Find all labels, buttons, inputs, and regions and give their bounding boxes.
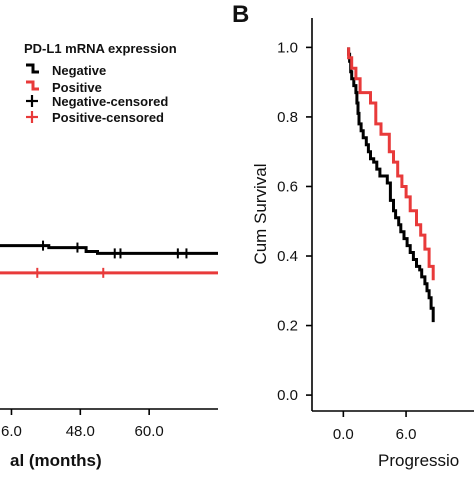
- panel-b-x-ticks: 0.0 6.0: [333, 411, 417, 443]
- legend-negative-censored-label: Negative-censored: [52, 94, 168, 109]
- legend-positive-censored-label: Positive-censored: [52, 110, 164, 125]
- panel-b-negative-survival-line: [347, 47, 435, 323]
- panel-b-y-tick-label: 0.0: [277, 387, 298, 404]
- panel-a-x-tick-label: 48.0: [66, 423, 95, 440]
- panel-a-legend: PD-L1 mRNA expression Negative Positive …: [24, 41, 177, 125]
- panel-b-x-axis-title: Progressio: [378, 451, 459, 470]
- legend-negative-censored-swatch: [26, 95, 38, 107]
- panel-a: 6.0 48.0 60.0 PD-L1 mRNA expression Negati…: [0, 41, 218, 470]
- panel-a-negative-survival-line: [0, 244, 218, 255]
- panel-b-y-tick-label: 0.6: [277, 178, 298, 195]
- legend-title: PD-L1 mRNA expression: [24, 41, 177, 56]
- panel-a-series: [0, 240, 218, 278]
- legend-positive-censored-swatch: [26, 111, 38, 123]
- panel-b-y-axis-title: Cum Survival: [251, 163, 270, 264]
- panel-a-x-ticks: 6.0 48.0 60.0: [1, 409, 164, 440]
- panel-a-x-tick-label: 6.0: [1, 423, 22, 440]
- legend-negative-swatch: [26, 63, 39, 74]
- panel-b-series: [347, 47, 435, 323]
- panel-b: B 0.0 0.2 0.4 0.6 0.8 1.0 0.0 6.0 Cum Survival…: [232, 1, 474, 470]
- panel-a-x-axis-title: al (months): [10, 451, 102, 470]
- panel-b-y-tick-label: 0.2: [277, 318, 298, 335]
- panel-a-x-tick-label: 60.0: [135, 423, 164, 440]
- panel-b-positive-survival-line: [347, 47, 435, 281]
- panel-b-y-tick-label: 1.0: [277, 39, 298, 56]
- legend-positive-label: Positive: [52, 80, 102, 95]
- panel-b-x-tick-label: 6.0: [396, 426, 417, 443]
- panel-b-x-tick-label: 0.0: [333, 426, 354, 443]
- panel-b-y-tick-label: 0.8: [277, 109, 298, 126]
- panel-b-y-ticks: 0.0 0.2 0.4 0.6 0.8 1.0: [277, 39, 312, 404]
- panel-b-y-tick-label: 0.4: [277, 248, 298, 265]
- legend-negative-label: Negative: [52, 63, 106, 78]
- panel-b-label: B: [232, 1, 249, 28]
- legend-positive-swatch: [26, 80, 39, 91]
